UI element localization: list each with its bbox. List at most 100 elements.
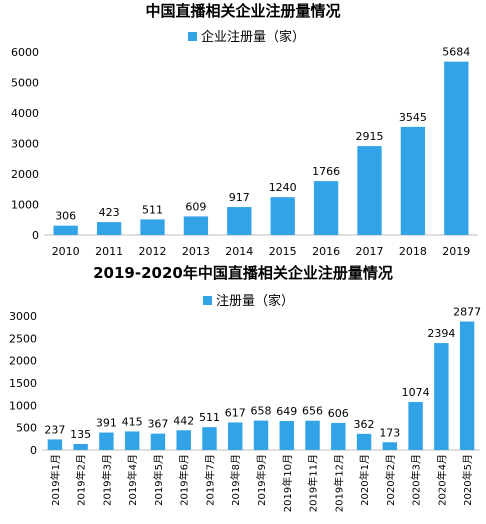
data-label: 1766: [312, 165, 340, 178]
chart1-y-axis: 0 1000 2000 3000 4000 5000 6000: [11, 46, 39, 242]
data-label: 656: [302, 405, 323, 418]
chart2-legend-label: 注册量（家）: [216, 293, 294, 309]
data-label: 2915: [356, 130, 384, 143]
y-tick-label: 5000: [11, 77, 39, 90]
x-tick-label: 2019年8月: [229, 454, 242, 506]
x-tick-label: 2019年2月: [75, 454, 88, 506]
data-label: 391: [96, 417, 117, 430]
y-tick-label: 2000: [9, 355, 37, 368]
bar: [150, 433, 166, 450]
data-label: 609: [185, 200, 206, 213]
x-tick-label: 2019年3月: [100, 454, 113, 506]
bar: [140, 219, 165, 235]
bar: [408, 402, 423, 450]
chart1-x-axis: 2010 2011 2012 2013 2014 2015 2016 2017 2018 2019: [52, 245, 471, 258]
chart2-bars: [47, 321, 475, 450]
data-label: 173: [379, 426, 400, 439]
bar: [357, 146, 382, 235]
x-tick-label: 2019年6月: [178, 454, 191, 506]
x-tick-label: 2015: [269, 245, 297, 258]
x-tick-label: 2019: [442, 245, 470, 258]
x-tick-label: 2019年12月: [332, 454, 345, 512]
data-label: 2394: [427, 327, 455, 340]
data-label: 306: [55, 210, 76, 223]
bar: [124, 431, 140, 450]
x-tick-label: 2017: [356, 245, 384, 258]
bar: [53, 225, 78, 235]
x-tick-label: 2019年5月: [152, 454, 165, 506]
bar: [444, 61, 469, 235]
bar: [313, 181, 339, 235]
y-tick-label: 3000: [11, 138, 39, 151]
data-label: 135: [70, 428, 91, 441]
y-tick-label: 2000: [11, 168, 39, 181]
data-label: 2877: [453, 305, 481, 318]
bar: [400, 126, 426, 235]
chart1-legend-label: 企业注册量（家）: [201, 29, 305, 45]
x-tick-label: 2020年2月: [384, 454, 397, 506]
data-label: 917: [229, 191, 250, 204]
data-label: 3545: [399, 111, 427, 124]
bar: [47, 439, 63, 450]
x-tick-label: 2020年1月: [358, 454, 371, 506]
bar: [279, 421, 294, 450]
x-tick-label: 2020年5月: [461, 454, 474, 506]
y-tick-label: 2500: [9, 332, 37, 345]
bar: [99, 432, 114, 450]
y-tick-label: 6000: [11, 46, 39, 59]
y-tick-label: 1000: [11, 199, 39, 212]
y-tick-label: 3000: [9, 310, 37, 323]
chart2-y-axis: 0 500 1000 1500 2000 2500 3000: [9, 310, 37, 457]
y-tick-label: 500: [16, 422, 37, 435]
x-tick-label: 2019年10月: [281, 454, 294, 512]
x-tick-label: 2012: [139, 245, 167, 258]
data-label: 658: [251, 405, 272, 418]
chart1-data-labels: 306 423 511 609 917 1240 1766 2915 3545 5684: [55, 46, 470, 223]
bar: [253, 420, 269, 450]
x-tick-label: 2019年7月: [203, 454, 216, 506]
y-tick-label: 1000: [9, 399, 37, 412]
bar: [96, 222, 122, 235]
bar: [227, 207, 252, 235]
bar: [331, 422, 346, 450]
x-tick-label: 2013: [182, 245, 210, 258]
x-tick-label: 2019年1月: [49, 454, 62, 506]
data-label: 423: [99, 206, 120, 219]
x-tick-label: 2019年4月: [126, 454, 139, 506]
data-label: 5684: [442, 46, 470, 59]
data-label: 367: [147, 418, 168, 431]
data-label: 237: [44, 423, 65, 436]
chart1-bars: [53, 61, 469, 235]
data-label: 617: [225, 406, 246, 419]
data-label: 649: [276, 405, 297, 418]
bar: [183, 216, 209, 235]
x-tick-label: 2011: [95, 245, 123, 258]
bar: [356, 433, 372, 450]
data-label: 511: [142, 203, 163, 216]
bar: [270, 197, 295, 235]
data-label: 415: [122, 415, 143, 428]
x-tick-label: 2014: [225, 245, 253, 258]
data-label: 362: [354, 418, 375, 431]
chart2-x-axis: 2019年1月 2019年2月 2019年3月 2019年4月 2019年5月 2019年…: [49, 454, 474, 512]
chart-annual: 中国直播相关企业注册量情况 企业注册量（家） 0 1000 2000 3000 4000…: [11, 2, 478, 258]
x-tick-label: 2020年3月: [410, 454, 423, 506]
chart1-title: 中国直播相关企业注册量情况: [145, 2, 340, 20]
bar: [73, 443, 88, 450]
x-tick-label: 2020年4月: [435, 454, 448, 506]
chart1-legend-swatch: [188, 32, 197, 41]
x-tick-label: 2016: [312, 245, 340, 258]
data-label: 1074: [402, 386, 430, 399]
data-label: 442: [173, 414, 194, 427]
y-tick-label: 4000: [11, 107, 39, 120]
chart2-legend-swatch: [203, 296, 212, 305]
bar: [176, 430, 191, 450]
bar: [305, 420, 320, 450]
bar: [382, 442, 398, 450]
y-tick-label: 0: [30, 444, 37, 457]
bar: [459, 321, 475, 450]
bar: [202, 427, 217, 450]
chart2-data-labels: 237 135 391 415 367 442 511 617 658 649 656 606 362 1…: [44, 305, 481, 440]
data-label: 511: [199, 411, 220, 424]
y-tick-label: 1500: [9, 377, 37, 390]
